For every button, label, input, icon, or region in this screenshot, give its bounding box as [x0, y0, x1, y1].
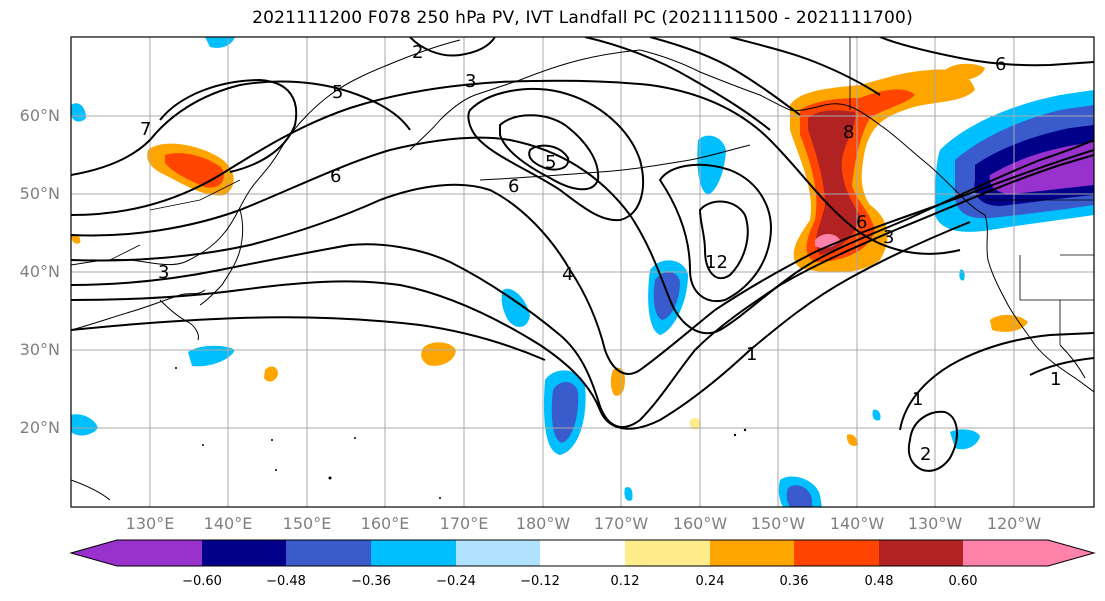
colorbar-tick-label: −0.48 [266, 574, 306, 589]
colorbar-tick-label: 0.36 [779, 574, 809, 589]
lon-label: 170°W [593, 514, 649, 533]
colorbar-bin [286, 540, 371, 566]
map-border [70, 36, 1095, 508]
contour-label: 5 [332, 82, 343, 103]
colorbar-tick-label: −0.24 [436, 574, 476, 589]
lon-label: 160°E [360, 514, 410, 533]
colorbar-extend-high [1048, 540, 1094, 566]
lon-label: 140°W [829, 514, 885, 533]
colorbar-tick-label: −0.60 [182, 574, 222, 589]
contour-label: 1 [912, 389, 923, 410]
colorbar-bin [710, 540, 794, 566]
contour-label: 3 [465, 71, 476, 92]
colorbar-bin [794, 540, 879, 566]
lon-label: 130°W [907, 514, 963, 533]
lon-label: 170°E [439, 514, 489, 533]
colorbar-bin [117, 540, 202, 566]
contour-lines [71, 37, 1094, 472]
contour-label: 12 [705, 252, 728, 273]
country-borders [109, 37, 1094, 345]
contour-label: 2 [412, 42, 423, 63]
colorbar-tick-label: 0.48 [864, 574, 894, 589]
lat-label: 40°N [19, 262, 60, 281]
contour-label: 8 [843, 122, 854, 143]
colorbar-tick-label: 0.60 [948, 574, 978, 589]
contour-label: 7 [140, 119, 151, 140]
colorbar-bin [540, 540, 625, 566]
contour-label: 2 [920, 444, 931, 465]
colorbar [69, 539, 1096, 567]
contour-label: 6 [856, 212, 867, 233]
lat-label: 50°N [19, 184, 60, 203]
contour-label: 1 [746, 344, 757, 365]
contour-label: 6 [330, 166, 341, 187]
colorbar-bin [879, 540, 963, 566]
colorbar-bin [371, 540, 456, 566]
islands [175, 367, 747, 499]
colorbar-bin [456, 540, 540, 566]
contour-label: 3 [158, 262, 169, 283]
lon-label: 160°W [672, 514, 728, 533]
contour-label: 4 [562, 264, 573, 285]
lon-label: 180°W [515, 514, 571, 533]
lat-label: 60°N [19, 106, 60, 125]
contour-label: 5 [545, 152, 556, 173]
grid-lines [71, 37, 1094, 507]
colorbar-bin [625, 540, 710, 566]
map-title: 2021111200 F078 250 hPa PV, IVT Landfall… [252, 8, 913, 28]
contour-label-group: 3 5 6 7 3 6 5 4 12 8 6 3 1 1 2 1 2 6 [140, 42, 1061, 465]
lat-label: 20°N [19, 418, 60, 437]
lon-label: 130°E [125, 514, 175, 533]
coastlines [71, 39, 1094, 501]
contour-label: 3 [883, 227, 894, 248]
lon-label: 150°E [282, 514, 332, 533]
lon-label: 140°E [203, 514, 253, 533]
contour-label: 1 [1050, 369, 1061, 390]
lat-label: 30°N [19, 340, 60, 359]
colorbar-extend-low [71, 540, 117, 566]
colorbar-outline [69, 539, 1096, 567]
lon-label: 120°W [986, 514, 1042, 533]
colorbar-bin [202, 540, 286, 566]
colorbar-bin [963, 540, 1048, 566]
lon-label: 150°W [750, 514, 806, 533]
contour-label: 6 [995, 54, 1006, 75]
colorbar-tick-label: 0.12 [610, 574, 640, 589]
colorbar-tick-label: −0.12 [520, 574, 560, 589]
colorbar-tick-label: −0.36 [351, 574, 391, 589]
contour-label: 6 [508, 176, 519, 197]
colorbar-tick-label: 0.24 [695, 574, 725, 589]
